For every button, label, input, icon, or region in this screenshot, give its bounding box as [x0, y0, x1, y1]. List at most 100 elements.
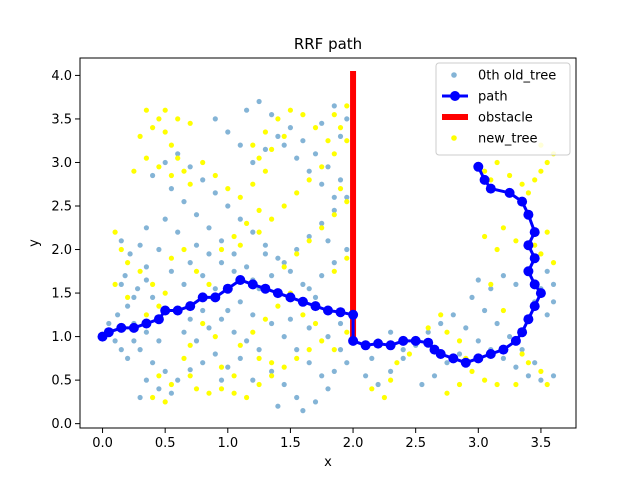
- scatter-point: [269, 273, 275, 279]
- scatter-point: [150, 125, 156, 131]
- scatter-point: [369, 355, 375, 361]
- scatter-point: [212, 172, 218, 179]
- scatter-point: [125, 260, 131, 266]
- scatter-point: [482, 168, 488, 174]
- scatter-point: [312, 320, 319, 327]
- scatter-point: [250, 159, 256, 166]
- scatter-point: [168, 268, 174, 274]
- scatter-point: [256, 98, 262, 105]
- scatter-point: [388, 368, 394, 374]
- path-point: [523, 266, 534, 277]
- scatter-point: [200, 307, 206, 314]
- scatter-point: [187, 367, 193, 373]
- scatter-point: [544, 381, 550, 388]
- legend-label: 0th old_tree: [478, 69, 556, 84]
- scatter-point: [162, 129, 168, 135]
- scatter-point: [331, 207, 337, 213]
- scatter-point: [456, 338, 463, 344]
- scatter-point: [256, 355, 262, 361]
- scatter-point: [218, 364, 225, 370]
- scatter-point: [406, 351, 412, 357]
- path-point: [529, 279, 540, 290]
- scatter-point: [306, 238, 312, 244]
- scatter-point: [244, 394, 250, 401]
- scatter-point: [312, 399, 319, 405]
- scatter-point: [513, 364, 519, 370]
- scatter-point: [193, 242, 200, 248]
- legend-label: obstacle: [478, 111, 533, 126]
- scatter-point: [500, 355, 506, 361]
- scatter-point: [394, 360, 400, 366]
- scatter-point: [135, 286, 141, 292]
- path-point: [423, 337, 434, 348]
- y-tick-label: 3.5: [51, 112, 72, 127]
- scatter-point: [225, 129, 231, 135]
- legend-item: path: [442, 90, 508, 105]
- scatter-point: [218, 386, 225, 392]
- x-tick-label: 3.5: [531, 436, 552, 451]
- scatter-point: [256, 155, 262, 161]
- scatter-point: [331, 212, 337, 218]
- path-point: [473, 161, 484, 172]
- scatter-point: [331, 368, 337, 374]
- scatter-point: [131, 294, 137, 300]
- scatter-point: [538, 168, 544, 174]
- scatter-point: [137, 268, 143, 274]
- scatter-point: [319, 220, 325, 226]
- legend-box: [435, 62, 571, 156]
- path-point: [141, 318, 152, 329]
- scatter-point: [175, 229, 181, 235]
- plot-area: [97, 71, 557, 414]
- scatter-point: [250, 142, 256, 148]
- scatter-point: [544, 268, 550, 274]
- scatter-point: [250, 329, 256, 335]
- scatter-point: [200, 320, 206, 327]
- path-point: [185, 301, 196, 312]
- scatter-point: [175, 155, 181, 161]
- x-tick-label: 2.0: [343, 436, 364, 451]
- scatter-point: [112, 229, 118, 235]
- scatter-point: [532, 242, 538, 248]
- legend-label: new_tree: [478, 132, 538, 147]
- scatter-point: [275, 133, 281, 139]
- scatter-point: [300, 138, 306, 144]
- scatter-point: [143, 277, 149, 283]
- scatter-point: [538, 251, 544, 257]
- scatter-point: [143, 264, 149, 270]
- scatter-point: [118, 246, 124, 253]
- scatter-point: [231, 268, 237, 274]
- scatter-point: [381, 394, 387, 401]
- scatter-point: [256, 381, 262, 388]
- scatter-point: [250, 229, 256, 235]
- scatter-point: [106, 320, 112, 327]
- scatter-point: [206, 225, 212, 231]
- scatter-point: [550, 299, 557, 305]
- scatter-point: [281, 381, 287, 388]
- scatter-point: [319, 164, 325, 170]
- scatter-point: [162, 216, 168, 222]
- scatter-point: [337, 186, 344, 192]
- scatter-point: [193, 268, 200, 274]
- scatter-point: [206, 281, 212, 287]
- scatter-point: [275, 116, 281, 122]
- scatter-point: [331, 194, 337, 200]
- path-point: [197, 292, 208, 303]
- scatter-point: [532, 360, 538, 366]
- scatter-point: [131, 338, 137, 344]
- scatter-point: [375, 381, 381, 388]
- scatter-point: [287, 268, 293, 274]
- scatter-point: [193, 212, 200, 218]
- scatter-point: [294, 394, 300, 401]
- y-tick-label: 0.5: [51, 374, 72, 389]
- scatter-point: [137, 242, 143, 248]
- scatter-point: [156, 303, 162, 309]
- scatter-point: [212, 351, 218, 357]
- scatter-point: [131, 168, 137, 174]
- scatter-point: [281, 203, 287, 209]
- scatter-point: [112, 338, 118, 344]
- path-point: [498, 344, 509, 355]
- scatter-point: [143, 107, 149, 113]
- scatter-point: [143, 329, 149, 335]
- scatter-point: [281, 334, 287, 340]
- scatter-point: [482, 377, 488, 383]
